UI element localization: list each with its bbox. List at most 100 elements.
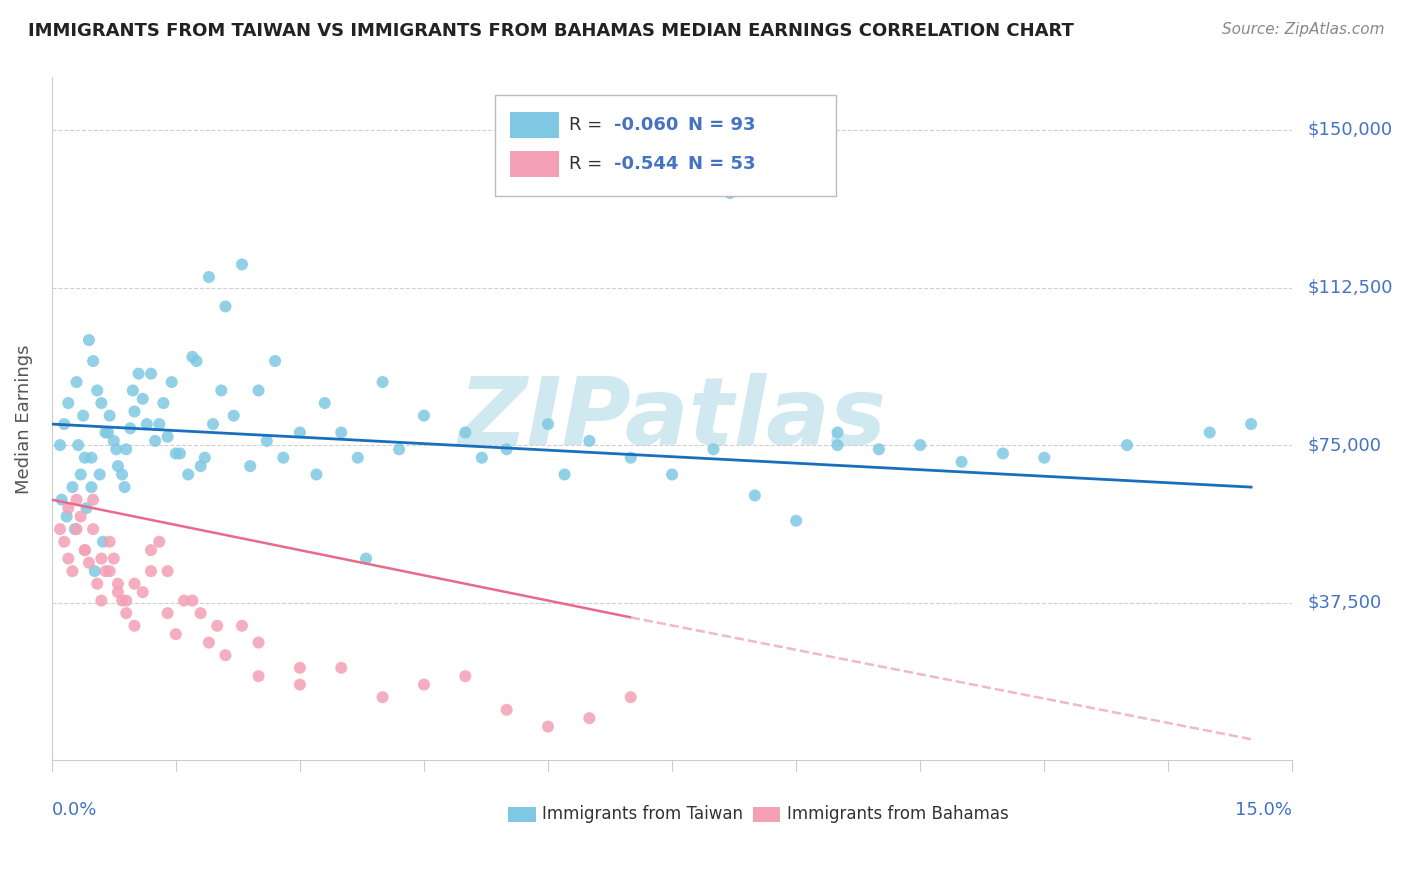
Point [950, 455, 973, 469]
Text: R =: R = [569, 155, 609, 173]
Point [139, 543, 162, 558]
Point [53, 417, 76, 431]
Point [135, 417, 157, 431]
Point [97, 425, 120, 440]
Point [58, 396, 80, 410]
Point [77, 333, 100, 347]
Point [702, 442, 724, 457]
Point [103, 434, 125, 448]
Point [148, 534, 170, 549]
Point [115, 442, 138, 457]
Point [62, 564, 84, 578]
Point [58, 551, 80, 566]
Point [454, 425, 477, 440]
Point [90, 396, 112, 410]
Point [554, 467, 576, 482]
Text: $37,500: $37,500 [1308, 594, 1382, 612]
Point [86, 576, 108, 591]
Point [80, 480, 103, 494]
Point [124, 619, 146, 633]
Point [231, 619, 253, 633]
Point [620, 450, 643, 465]
Point [67, 438, 90, 452]
Point [346, 450, 368, 465]
Text: -0.544: -0.544 [614, 155, 678, 173]
Point [1116, 438, 1139, 452]
Point [305, 467, 328, 482]
Text: N = 93: N = 93 [688, 116, 755, 134]
Point [827, 438, 849, 452]
Point [202, 417, 225, 431]
Point [73, 543, 96, 558]
Point [77, 556, 100, 570]
Point [371, 690, 394, 705]
Point [55, 509, 77, 524]
FancyBboxPatch shape [495, 95, 835, 195]
Point [636, 165, 658, 179]
Point [107, 585, 129, 599]
Point [330, 661, 353, 675]
Point [107, 459, 129, 474]
Point [868, 442, 890, 457]
Point [205, 619, 228, 633]
Text: ZIPatlas: ZIPatlas [458, 373, 886, 465]
Point [214, 300, 236, 314]
Point [53, 534, 76, 549]
Point [51, 492, 73, 507]
Point [169, 446, 191, 460]
Point [371, 375, 394, 389]
Point [991, 446, 1014, 460]
Point [198, 270, 221, 285]
Point [143, 434, 166, 448]
Point [413, 677, 436, 691]
Point [661, 467, 683, 482]
Point [198, 635, 221, 649]
Point [1240, 417, 1263, 431]
Point [121, 384, 143, 398]
Point [94, 425, 117, 440]
Point [190, 459, 212, 474]
Point [86, 384, 108, 398]
Point [247, 635, 270, 649]
Point [156, 430, 179, 444]
Point [718, 186, 741, 200]
Point [90, 593, 112, 607]
Point [132, 392, 155, 406]
Text: R =: R = [569, 116, 609, 134]
Point [785, 514, 807, 528]
Point [578, 711, 600, 725]
Point [83, 564, 105, 578]
Point [49, 438, 72, 452]
Point [89, 467, 111, 482]
Point [222, 409, 245, 423]
Point [495, 703, 517, 717]
Point [288, 661, 311, 675]
Text: N = 53: N = 53 [688, 155, 755, 173]
Point [58, 501, 80, 516]
Point [115, 593, 138, 607]
Point [578, 434, 600, 448]
Point [620, 690, 643, 705]
Point [177, 467, 200, 482]
Text: $150,000: $150,000 [1308, 121, 1392, 139]
Point [65, 492, 87, 507]
Point [139, 564, 162, 578]
Point [105, 442, 128, 457]
Point [186, 354, 208, 368]
Point [314, 396, 336, 410]
Point [214, 648, 236, 663]
Point [354, 551, 377, 566]
Point [495, 442, 517, 457]
Point [537, 720, 560, 734]
Point [173, 593, 195, 607]
Text: $112,500: $112,500 [1308, 278, 1393, 296]
Point [62, 480, 84, 494]
Point [124, 404, 146, 418]
Point [181, 350, 204, 364]
Point [73, 543, 96, 558]
Point [98, 564, 121, 578]
Point [247, 669, 270, 683]
Point [91, 534, 114, 549]
Point [231, 257, 253, 271]
Text: -0.060: -0.060 [614, 116, 678, 134]
